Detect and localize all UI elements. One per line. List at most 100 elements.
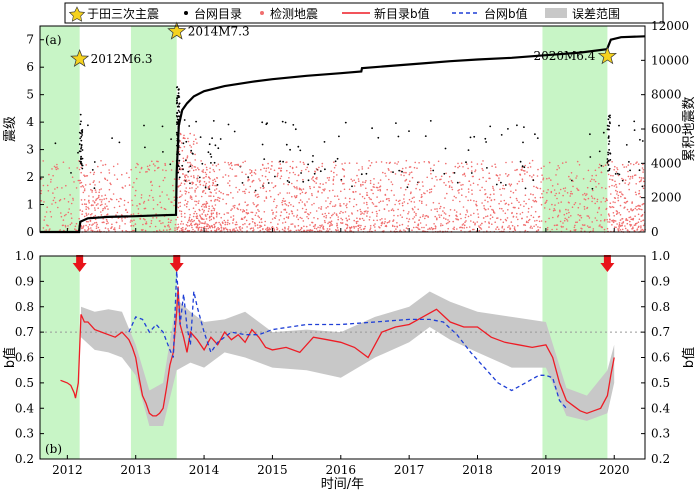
detected-event-dot: [325, 215, 328, 217]
detected-event-dot: [272, 186, 275, 189]
detected-event-dot: [460, 184, 462, 186]
detected-event-dot: [640, 227, 642, 229]
detected-event-dot: [280, 211, 283, 213]
detected-event-dot: [169, 221, 172, 224]
detected-event-dot: [391, 224, 394, 227]
catalog-event-dot: [629, 169, 631, 172]
catalog-event-dot: [519, 160, 522, 163]
detected-event-dot: [445, 218, 447, 220]
detected-event-dot: [46, 184, 49, 187]
detected-event-dot: [571, 193, 573, 195]
detected-event-dot: [183, 204, 186, 206]
detected-event-dot: [113, 227, 116, 229]
catalog-event-dot: [254, 189, 257, 192]
detected-event-dot: [380, 161, 383, 163]
detected-event-dot: [257, 195, 260, 198]
detected-event-dot: [372, 192, 374, 195]
detected-event-dot: [241, 211, 244, 213]
detected-event-dot: [72, 199, 74, 201]
detected-event-dot: [83, 215, 86, 218]
detected-event-dot: [381, 221, 384, 223]
detected-event-dot: [188, 170, 191, 172]
tick-label-left: 2: [26, 170, 34, 184]
detected-event-dot: [565, 228, 568, 230]
detected-event-dot: [209, 171, 211, 173]
detected-event-dot: [307, 213, 309, 215]
detected-event-dot: [386, 188, 389, 191]
detected-event-dot: [233, 228, 235, 230]
detected-event-dot: [355, 203, 358, 206]
detected-event-dot: [166, 194, 168, 196]
detected-event-dot: [210, 229, 213, 232]
detected-event-dot: [70, 217, 73, 219]
detected-event-dot: [204, 221, 207, 223]
detected-event-dot: [282, 222, 284, 224]
error-range-band: [542, 26, 608, 232]
detected-event-dot: [572, 180, 574, 182]
detected-event-dot: [113, 174, 116, 176]
catalog-event-dot: [324, 168, 326, 171]
detected-event-dot: [305, 208, 308, 211]
detected-event-dot: [640, 179, 643, 181]
detected-event-dot: [566, 218, 568, 221]
detected-event-dot: [392, 219, 395, 221]
detected-event-dot: [642, 177, 645, 179]
detected-event-dot: [423, 161, 426, 163]
detected-event-dot: [177, 206, 180, 209]
detected-event-dot: [640, 177, 643, 179]
detected-event-dot: [202, 211, 205, 213]
detected-event-dot: [169, 228, 172, 230]
detected-event-dot: [369, 179, 372, 182]
detected-event-dot: [115, 214, 117, 216]
catalog-event-dot: [485, 141, 487, 143]
detected-event-dot: [97, 203, 99, 205]
detected-event-dot: [356, 162, 358, 164]
detected-event-dot: [433, 223, 435, 225]
detected-event-dot: [435, 175, 437, 178]
detected-event-dot: [158, 229, 161, 231]
detected-event-dot: [210, 195, 212, 197]
catalog-event-dot: [176, 97, 179, 100]
detected-event-dot: [300, 169, 303, 172]
detected-event-dot: [612, 219, 614, 221]
detected-event-dot: [204, 214, 207, 216]
detected-event-dot: [317, 169, 319, 171]
detected-event-dot: [133, 181, 135, 184]
detected-event-dot: [210, 199, 212, 202]
detected-event-dot: [196, 226, 199, 228]
detected-event-dot: [613, 226, 616, 228]
detected-event-dot: [152, 199, 155, 201]
detected-event-dot: [97, 196, 100, 198]
detected-event-dot: [95, 221, 98, 224]
detected-event-dot: [206, 202, 209, 204]
tick-label-bottom: 2016: [326, 463, 357, 477]
detected-event-dot: [198, 223, 201, 225]
detected-event-dot: [619, 229, 622, 231]
detected-event-dot: [374, 229, 377, 232]
detected-event-dot: [281, 228, 284, 231]
detected-event-dot: [271, 209, 273, 211]
detected-event-dot: [482, 160, 484, 162]
detected-event-dot: [93, 171, 96, 174]
detected-event-dot: [273, 230, 276, 232]
detected-event-dot: [615, 184, 617, 186]
detected-event-dot: [359, 193, 361, 195]
detected-event-dot: [375, 205, 378, 208]
detected-event-dot: [333, 212, 336, 214]
detected-event-dot: [189, 195, 192, 197]
detected-event-dot: [112, 165, 115, 168]
detected-event-dot: [492, 187, 494, 189]
catalog-event-dot: [377, 136, 380, 139]
detected-event-dot: [589, 180, 592, 182]
detected-event-dot: [401, 204, 404, 207]
detected-event-dot: [607, 221, 609, 223]
detected-event-dot: [187, 137, 189, 140]
detected-event-dot: [545, 201, 547, 203]
detected-event-dot: [315, 228, 318, 230]
detected-event-dot: [205, 175, 207, 178]
tick-label-left: 0.3: [15, 427, 34, 441]
detected-event-dot: [613, 185, 616, 187]
detected-event-dot: [379, 188, 381, 191]
detected-event-dot: [215, 221, 218, 224]
detected-event-dot: [616, 168, 619, 171]
